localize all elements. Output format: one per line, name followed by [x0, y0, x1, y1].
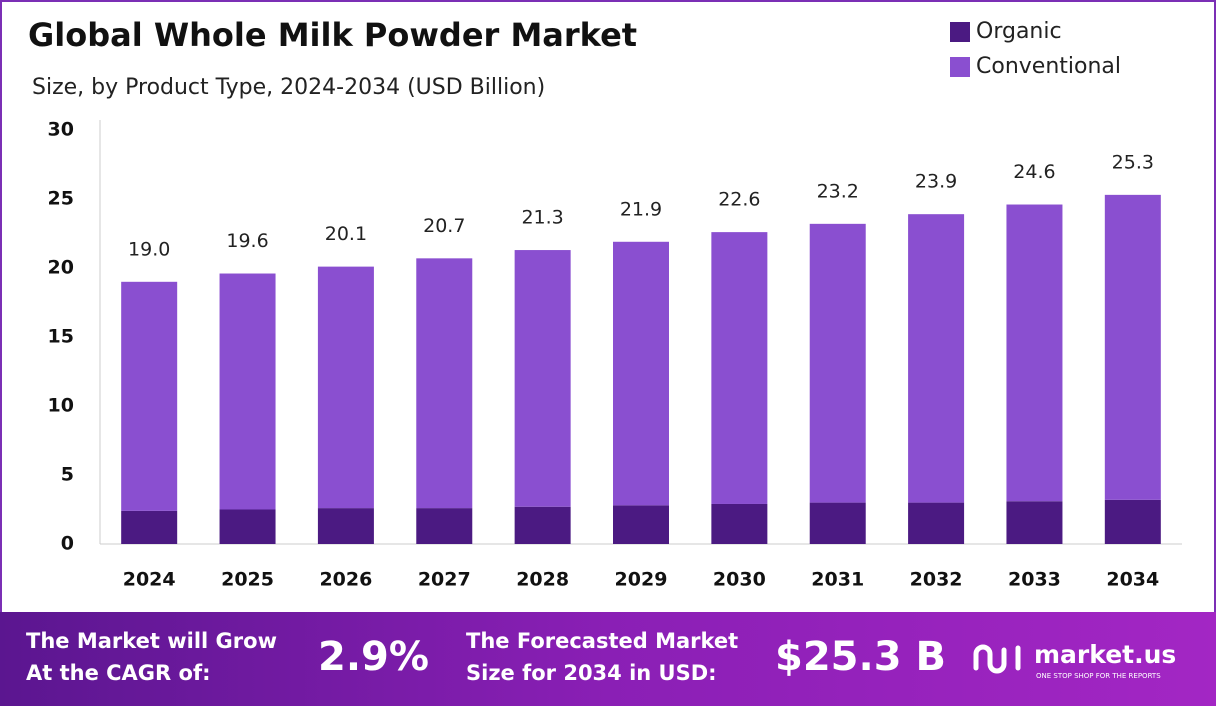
bar-segment	[1104, 499, 1161, 544]
y-tick-label: 10	[48, 395, 74, 417]
total-label: 19.6	[226, 230, 268, 252]
bar-segment	[613, 241, 669, 506]
legend-label: Organic	[976, 19, 1062, 44]
x-tick-label: 2028	[516, 569, 569, 591]
x-tick-label: 2033	[1008, 569, 1061, 591]
y-tick-label: 15	[48, 326, 74, 348]
chart-subtitle: Size, by Product Type, 2024-2034 (USD Bi…	[32, 75, 545, 100]
y-tick-label: 30	[48, 119, 74, 141]
x-tick-label: 2024	[123, 569, 176, 591]
footer-value: $25.3 B	[775, 634, 946, 680]
x-tick-label: 2025	[221, 569, 274, 591]
bar-segment	[219, 509, 276, 544]
x-tick-label: 2032	[910, 569, 963, 591]
y-tick-label: 0	[61, 533, 74, 555]
total-label: 21.3	[521, 207, 563, 229]
footer-text: The Forecasted Market	[466, 629, 738, 653]
bar-segment	[908, 214, 965, 503]
footer-banner	[0, 612, 1216, 706]
total-label: 23.2	[817, 180, 859, 202]
legend-swatch	[950, 57, 970, 77]
x-tick-label: 2027	[418, 569, 471, 591]
bar-segment	[317, 508, 374, 544]
bar-segment	[1104, 194, 1161, 500]
bar-segment	[711, 232, 768, 504]
total-label: 23.9	[915, 171, 957, 193]
bar-segment	[121, 281, 178, 511]
y-tick-label: 5	[61, 464, 74, 486]
footer-text: At the CAGR of:	[26, 661, 211, 685]
y-tick-label: 25	[48, 188, 74, 210]
brand-logo	[973, 644, 1021, 674]
bar-segment	[1006, 204, 1063, 502]
bar-segment	[613, 505, 669, 544]
x-tick-label: 2026	[319, 569, 372, 591]
total-label: 20.7	[423, 215, 465, 237]
footer-text: The Market will Grow	[26, 629, 277, 653]
x-tick-label: 2034	[1106, 569, 1159, 591]
bar-segment	[1006, 501, 1063, 544]
x-tick-label: 2030	[713, 569, 766, 591]
bar-segment	[809, 223, 866, 503]
bar-segment	[711, 503, 768, 544]
y-tick-label: 20	[48, 257, 74, 279]
bar-segment	[514, 250, 571, 507]
legend-label: Conventional	[976, 54, 1121, 79]
x-tick-label: 2029	[615, 569, 668, 591]
bar-segment	[219, 273, 276, 510]
bar-segment	[416, 258, 473, 509]
bar-segment	[317, 266, 374, 509]
total-label: 25.3	[1112, 151, 1154, 173]
total-label: 19.0	[128, 238, 170, 260]
total-label: 21.9	[620, 198, 662, 220]
legend-swatch	[950, 22, 970, 42]
bar-segment	[908, 502, 965, 544]
total-label: 20.1	[325, 223, 367, 245]
brand-name: market.us	[1034, 640, 1176, 669]
total-label: 22.6	[718, 189, 760, 211]
bar-segment	[121, 510, 178, 544]
chart-title: Global Whole Milk Powder Market	[28, 16, 637, 54]
brand-tagline: ONE STOP SHOP FOR THE REPORTS	[1036, 672, 1161, 680]
total-label: 24.6	[1013, 161, 1055, 183]
bar-segment	[809, 502, 866, 544]
bar-segment	[416, 508, 473, 544]
bar-segment	[514, 506, 571, 544]
footer-value: 2.9%	[318, 634, 429, 680]
x-tick-label: 2031	[811, 569, 864, 591]
footer-text: Size for 2034 in USD:	[466, 661, 717, 685]
